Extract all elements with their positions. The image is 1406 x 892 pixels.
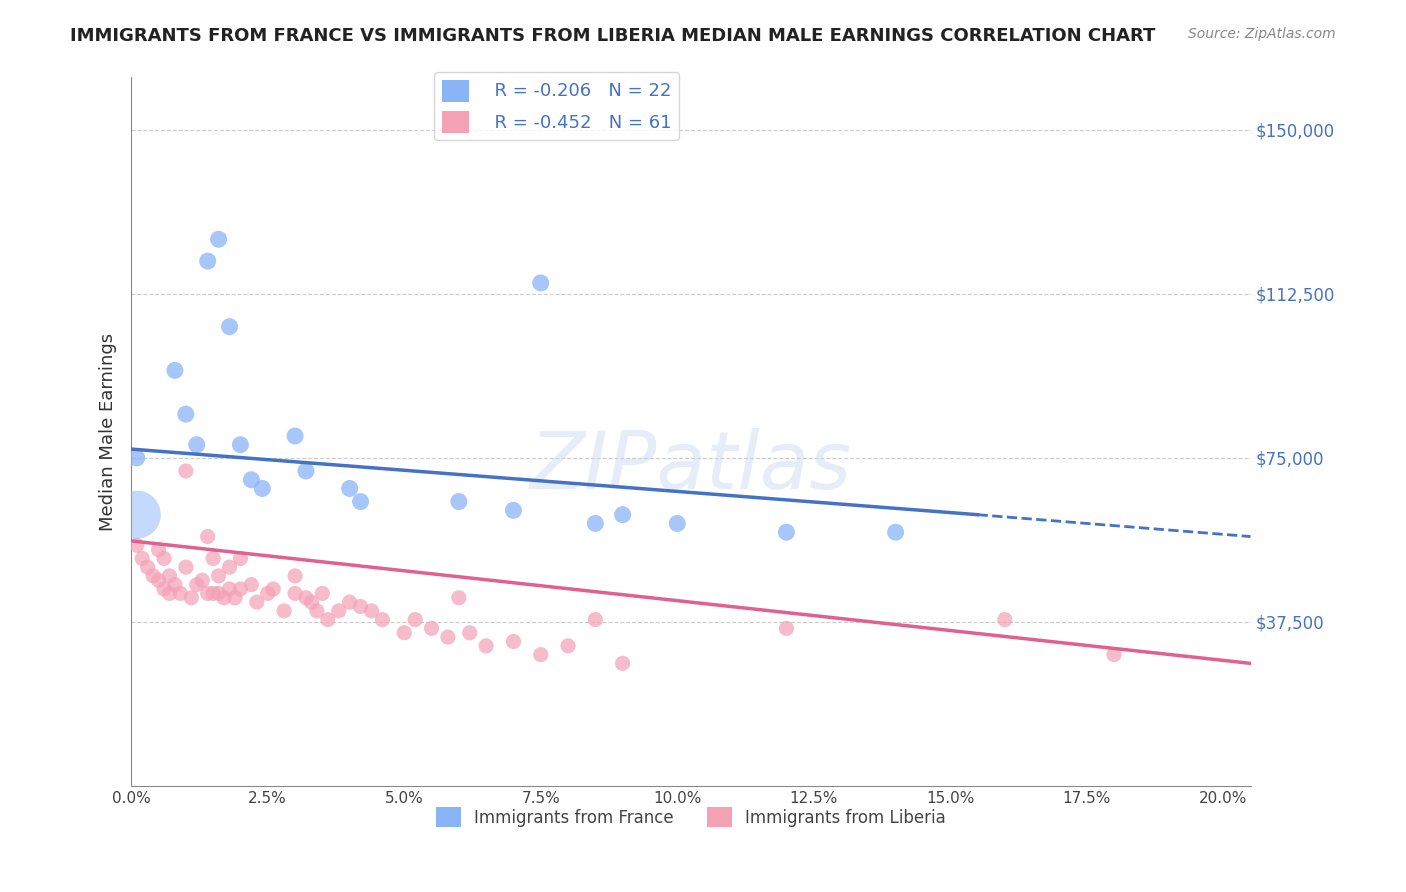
Point (174, 560, 197, 574)
Point (530, 648, 553, 662)
Point (159, 569, 181, 583)
Point (884, 525, 907, 540)
Point (404, 613, 426, 627)
Text: IMMIGRANTS FROM FRANCE VS IMMIGRANTS FROM LIBERIA MEDIAN MALE EARNINGS CORRELATI: IMMIGRANTS FROM FRANCE VS IMMIGRANTS FRO… (70, 27, 1156, 45)
Point (240, 577, 263, 591)
Point (125, 508, 148, 522)
Point (339, 595, 361, 609)
Point (174, 407, 197, 421)
Point (371, 613, 394, 627)
Point (502, 503, 524, 517)
Point (148, 574, 170, 588)
Point (153, 582, 176, 596)
Point (163, 363, 186, 377)
Point (180, 591, 202, 605)
Point (530, 276, 553, 290)
Point (186, 438, 208, 452)
Point (339, 482, 361, 496)
Point (169, 586, 191, 600)
Point (218, 560, 240, 574)
Point (136, 560, 159, 574)
Point (994, 613, 1017, 627)
Point (447, 494, 470, 508)
Point (295, 591, 318, 605)
Point (284, 586, 307, 600)
Point (420, 621, 443, 635)
Point (252, 482, 274, 496)
Point (295, 464, 318, 478)
Point (775, 621, 797, 635)
Point (202, 586, 225, 600)
Point (557, 639, 579, 653)
Point (207, 569, 229, 583)
Point (218, 582, 240, 596)
Point (360, 604, 382, 618)
Point (299, 595, 322, 609)
Point (197, 530, 219, 544)
Point (583, 516, 606, 531)
Point (349, 494, 371, 508)
Point (125, 538, 148, 552)
Point (475, 639, 498, 653)
Point (273, 604, 295, 618)
Point (229, 582, 252, 596)
Point (284, 569, 307, 583)
Point (197, 254, 219, 268)
Point (142, 569, 165, 583)
Point (153, 551, 176, 566)
Point (229, 438, 252, 452)
Point (458, 625, 481, 640)
Text: ZIPatlas: ZIPatlas (530, 428, 852, 506)
Point (1102, 648, 1125, 662)
Point (218, 319, 240, 334)
Point (212, 591, 235, 605)
Point (163, 577, 186, 591)
Point (174, 464, 197, 478)
Legend: Immigrants from France, Immigrants from Liberia: Immigrants from France, Immigrants from … (429, 800, 953, 834)
Point (240, 473, 263, 487)
Y-axis label: Median Male Earnings: Median Male Earnings (100, 333, 117, 531)
Point (202, 551, 225, 566)
Point (666, 516, 689, 531)
Point (131, 551, 153, 566)
Point (191, 574, 214, 588)
Point (229, 551, 252, 566)
Point (311, 586, 333, 600)
Point (583, 613, 606, 627)
Text: Source: ZipAtlas.com: Source: ZipAtlas.com (1188, 27, 1336, 41)
Point (262, 582, 284, 596)
Point (197, 586, 219, 600)
Point (148, 542, 170, 557)
Point (125, 450, 148, 465)
Point (775, 525, 797, 540)
Point (316, 613, 339, 627)
Point (284, 429, 307, 443)
Point (349, 599, 371, 614)
Point (207, 586, 229, 600)
Point (305, 604, 328, 618)
Point (328, 604, 350, 618)
Point (256, 586, 278, 600)
Point (246, 595, 269, 609)
Point (159, 586, 181, 600)
Point (207, 232, 229, 246)
Point (224, 591, 246, 605)
Point (612, 657, 634, 671)
Point (447, 591, 470, 605)
Point (437, 630, 460, 644)
Point (502, 634, 524, 648)
Point (186, 577, 208, 591)
Point (394, 625, 416, 640)
Point (612, 508, 634, 522)
